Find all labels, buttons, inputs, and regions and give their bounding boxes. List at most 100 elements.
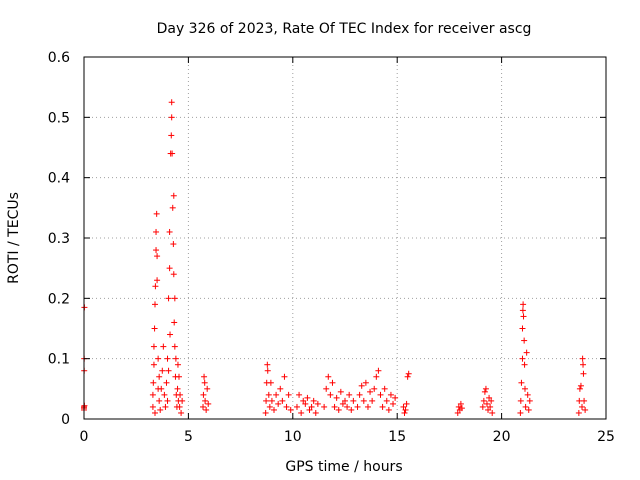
x-tick-labels: 0 5 10 15 20 25 (80, 429, 615, 445)
data-point (521, 361, 528, 368)
data-point (480, 397, 487, 404)
data-point (164, 355, 171, 362)
x-tick-label: 5 (184, 429, 193, 445)
x-tick-label: 10 (284, 429, 302, 445)
data-point (156, 373, 163, 380)
data-point (279, 397, 286, 404)
data-point (174, 361, 181, 368)
data-point (312, 409, 319, 416)
data-point (304, 394, 311, 401)
data-point (264, 367, 271, 374)
data-point (273, 391, 280, 398)
data-point (323, 385, 330, 392)
data-point (400, 403, 407, 410)
data-point (377, 391, 384, 398)
data-point (489, 409, 496, 416)
y-tick-label: 0.6 (48, 50, 70, 66)
data-point (169, 204, 176, 211)
data-point (205, 400, 212, 407)
data-point (168, 132, 175, 139)
y-tick-label: 0 (61, 412, 70, 428)
data-point (369, 397, 376, 404)
data-point (154, 277, 161, 284)
data-point (271, 406, 278, 413)
data-point (519, 325, 526, 332)
data-point (166, 265, 173, 272)
data-point (523, 349, 530, 356)
data-point (153, 247, 160, 254)
data-point (204, 385, 211, 392)
data-point (162, 403, 169, 410)
data-point (178, 409, 185, 416)
data-point (171, 319, 178, 326)
data-point (356, 391, 363, 398)
y-tick-label: 0.4 (48, 171, 70, 187)
y-tick-labels: 0 0.1 0.2 0.3 0.4 0.5 0.6 (48, 50, 70, 428)
data-point (575, 409, 582, 416)
data-point (482, 385, 489, 392)
data-point (486, 394, 493, 401)
data-point (161, 391, 168, 398)
data-point (203, 406, 210, 413)
data-point (579, 355, 586, 362)
data-point (321, 403, 328, 410)
data-point (481, 388, 488, 395)
data-point (526, 397, 533, 404)
data-point (150, 343, 157, 350)
data-point (521, 385, 528, 392)
data-point (174, 385, 181, 392)
data-point (404, 373, 411, 380)
data-point (455, 403, 462, 410)
data-point (150, 379, 157, 386)
data-point (333, 394, 340, 401)
data-point (171, 343, 178, 350)
data-point (517, 409, 524, 416)
data-point (153, 228, 160, 235)
y-tick-label: 0.1 (48, 352, 70, 368)
data-point (202, 397, 209, 404)
data-point (176, 403, 183, 410)
data-point (350, 397, 357, 404)
data-point (158, 385, 165, 392)
data-point (262, 409, 269, 416)
data-point (348, 406, 355, 413)
data-point (201, 373, 208, 380)
axis-ticks (83, 56, 607, 420)
data-point (577, 382, 584, 389)
y-tick-label: 0.3 (48, 231, 70, 247)
data-point (488, 397, 495, 404)
chart-title: Day 326 of 2023, Rate Of TEC Index for r… (157, 21, 532, 37)
data-point (580, 370, 587, 377)
data-point (153, 210, 160, 217)
data-point (302, 400, 309, 407)
data-point (578, 403, 585, 410)
data-point (344, 403, 351, 410)
data-point (168, 114, 175, 121)
data-point (379, 403, 386, 410)
data-point (266, 403, 273, 410)
data-point (310, 397, 317, 404)
data-point (151, 325, 158, 332)
data-point (157, 406, 164, 413)
data-point (521, 337, 528, 344)
data-point (458, 405, 465, 412)
x-axis-label: GPS time / hours (285, 459, 402, 475)
data-point (329, 379, 336, 386)
data-point (151, 301, 158, 308)
data-point (405, 370, 412, 377)
data-point (401, 409, 408, 416)
data-point (403, 400, 410, 407)
data-point (277, 385, 284, 392)
data-point (263, 397, 270, 404)
data-point (283, 403, 290, 410)
y-tick-label: 0.5 (48, 110, 70, 126)
data-point (151, 409, 158, 416)
data-point (155, 355, 162, 362)
data-point (519, 355, 526, 362)
data-point (517, 397, 524, 404)
x-tick-label: 0 (80, 429, 89, 445)
data-point (281, 373, 288, 380)
data-point (154, 253, 161, 260)
data-point (402, 406, 409, 413)
data-point (179, 397, 186, 404)
